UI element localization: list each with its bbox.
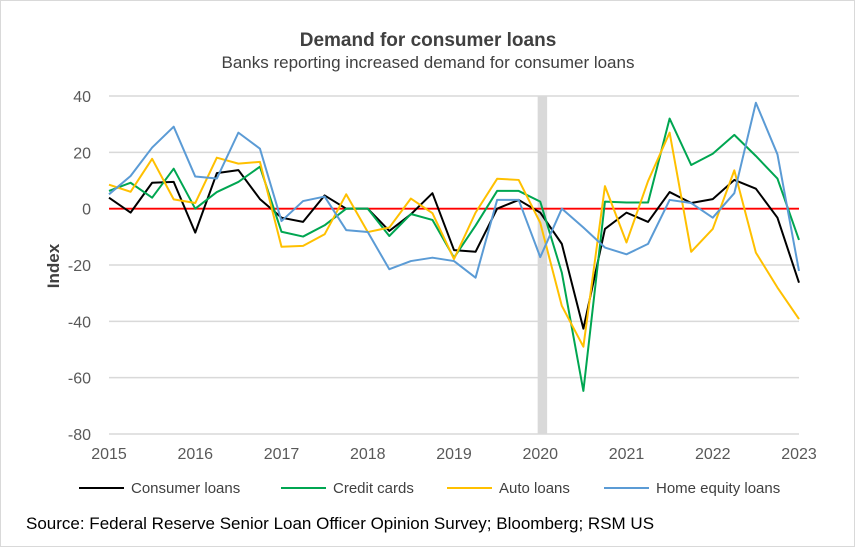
legend-label-credit-cards: Credit cards xyxy=(333,480,414,497)
x-tick-label: 2016 xyxy=(177,446,213,463)
x-tick-label: 2019 xyxy=(436,446,472,463)
legend-label-consumer-loans: Consumer loans xyxy=(131,480,240,497)
x-tick-label: 2023 xyxy=(781,446,817,463)
y-tick-label: 0 xyxy=(82,202,91,219)
x-tick-label: 2021 xyxy=(609,446,645,463)
series-line-credit-cards xyxy=(108,117,800,392)
y-tick-label: 40 xyxy=(73,89,91,106)
x-tick-label: 2018 xyxy=(350,446,386,463)
chart-title: Demand for consumer loans xyxy=(300,30,557,51)
x-tick-label: 2020 xyxy=(522,446,558,463)
chart-subtitle: Banks reporting increased demand for con… xyxy=(222,53,635,72)
x-tick-label: 2022 xyxy=(695,446,731,463)
y-tick-label: 20 xyxy=(73,145,91,162)
recession-band xyxy=(537,96,548,434)
legend-label-auto-loans: Auto loans xyxy=(499,480,570,497)
y-tick-label: -40 xyxy=(68,314,91,331)
legend-label-home-equity-loans: Home equity loans xyxy=(656,480,780,497)
y-tick-label: -20 xyxy=(68,258,91,275)
source-note: Source: Federal Reserve Senior Loan Offi… xyxy=(26,514,654,533)
series-line-consumer-loans xyxy=(108,169,800,330)
y-tick-label: -60 xyxy=(68,371,91,388)
y-tick-label: -80 xyxy=(68,427,91,444)
series-line-auto-loans xyxy=(108,131,800,348)
series-line-home-equity-loans xyxy=(108,101,800,279)
x-tick-label: 2017 xyxy=(264,446,300,463)
x-tick-label: 2015 xyxy=(91,446,127,463)
y-axis-label: Index xyxy=(44,243,63,288)
